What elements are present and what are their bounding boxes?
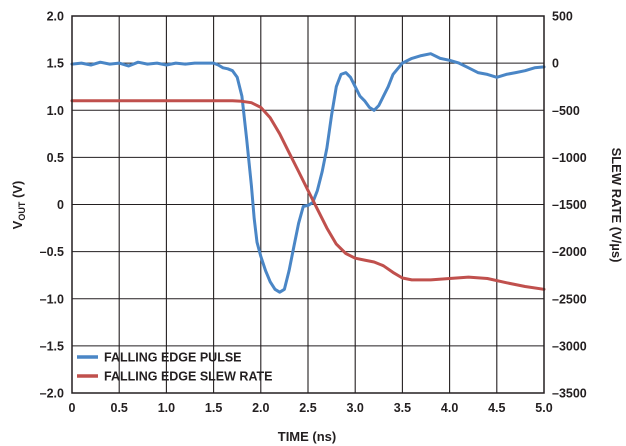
legend-label-slew: FALLING EDGE SLEW RATE [104, 370, 273, 384]
x-tick-label: 3.5 [394, 401, 411, 415]
x-tick-label: 0.5 [111, 401, 128, 415]
y-left-title-sub: OUT [17, 201, 27, 221]
x-tick-label: 0 [69, 401, 76, 415]
y-right-tick-label: –1500 [552, 198, 587, 212]
y-left-tick-label: 0 [57, 198, 64, 212]
y-right-tick-label: –500 [552, 104, 580, 118]
x-tick-label: 2.0 [252, 401, 269, 415]
y-axis-title-left: VOUT (V) [10, 181, 27, 230]
x-tick-label: 1.5 [205, 401, 222, 415]
y-right-tick-label: –2000 [552, 245, 587, 259]
y-left-title-main: V [10, 220, 25, 229]
y-right-tick-label: 0 [552, 57, 559, 71]
y-left-tick-label: –1.5 [40, 339, 64, 353]
y-right-tick-label: –3500 [552, 387, 587, 401]
x-tick-label: 4.0 [441, 401, 458, 415]
legend: FALLING EDGE PULSE FALLING EDGE SLEW RAT… [77, 351, 273, 384]
x-tick-label: 3.0 [347, 401, 364, 415]
y-left-title-suffix: (V) [10, 181, 25, 202]
y-left-tick-label: –0.5 [40, 245, 64, 259]
y-right-tick-label: –1000 [552, 151, 587, 165]
y-left-tick-labels: 2.0 1.5 1.0 0.5 0 –0.5 –1.0 –1.5 –2.0 [40, 10, 64, 401]
legend-label-pulse: FALLING EDGE PULSE [104, 351, 242, 365]
series-falling-edge-pulse [70, 52, 546, 294]
x-tick-label: 4.5 [488, 401, 505, 415]
y-left-tick-label: 1.5 [47, 57, 64, 71]
x-tick-labels: 0 0.5 1.0 1.5 2.0 2.5 3.0 3.5 4.0 4.5 5.0 [69, 401, 553, 415]
y-left-tick-label: 0.5 [47, 151, 64, 165]
series-layer [70, 52, 546, 294]
x-tick-label: 1.0 [158, 401, 175, 415]
y-left-tick-label: –1.0 [40, 292, 64, 306]
x-tick-label: 5.0 [535, 401, 552, 415]
y-right-tick-labels: 500 0 –500 –1000 –1500 –2000 –2500 –3000 –3500 [552, 10, 587, 401]
series-falling-edge-slew-rate [70, 99, 546, 291]
y-left-tick-label: –2.0 [40, 387, 64, 401]
y-right-tick-label: –2500 [552, 292, 587, 306]
y-right-tick-label: –3000 [552, 339, 587, 353]
y-left-tick-label: 1.0 [47, 104, 64, 118]
y-axis-title-right: SLEW RATE (V/µs) [609, 148, 624, 263]
y-right-tick-label: 500 [552, 10, 573, 24]
x-axis-title: TIME (ns) [278, 429, 337, 444]
plot-frame [71, 15, 545, 394]
y-left-tick-label: 2.0 [47, 10, 64, 24]
x-tick-label: 2.5 [299, 401, 316, 415]
